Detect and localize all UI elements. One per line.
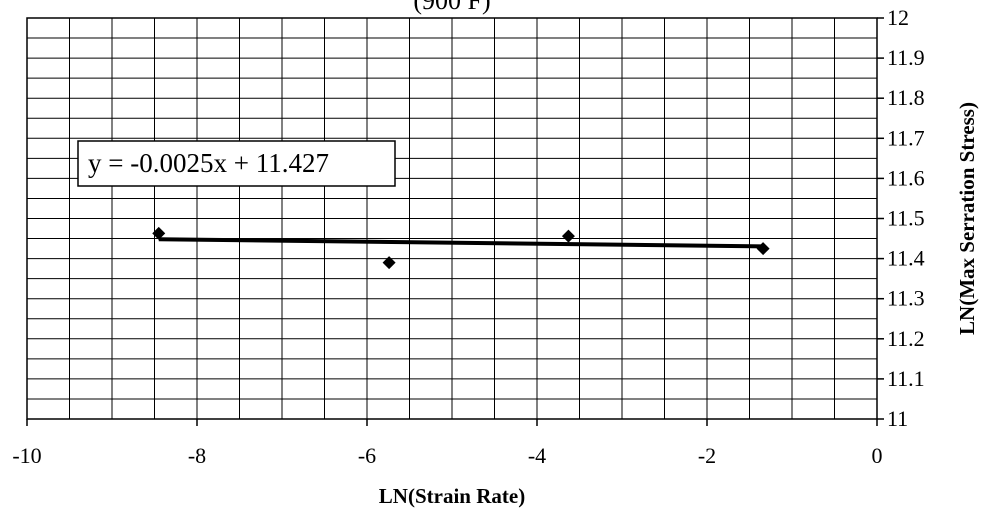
- data-point: [561, 229, 575, 243]
- data-points: [152, 226, 770, 270]
- y-tick-label: 11.7: [887, 125, 925, 150]
- trendline-group: [158, 237, 764, 249]
- x-tick-label: -10: [12, 443, 41, 468]
- y-axis-title: LN(Max Serration Stress): [955, 102, 979, 335]
- trendline-equation: y = -0.0025x + 11.427: [88, 148, 329, 178]
- y-tick-label: 11.8: [887, 85, 925, 110]
- y-tick-label: 11.1: [887, 366, 925, 391]
- y-tick-label: 11.4: [887, 246, 925, 271]
- y-tick-label: 11.9: [887, 45, 925, 70]
- y-tick-label: 11.2: [887, 326, 925, 351]
- data-point: [382, 256, 396, 270]
- chart-title: (900 F): [413, 0, 490, 15]
- x-tick-label: -6: [358, 443, 376, 468]
- x-tick-label: -8: [188, 443, 206, 468]
- plot-grid: [27, 18, 877, 419]
- x-tick-label: -2: [698, 443, 716, 468]
- data-point: [756, 242, 770, 256]
- equation-box: y = -0.0025x + 11.427: [77, 140, 396, 187]
- y-tick-label: 11.3: [887, 286, 925, 311]
- trendline: [158, 237, 764, 249]
- x-axis-title: LN(Strain Rate): [379, 484, 525, 508]
- y-tick-label: 12: [887, 5, 909, 30]
- x-axis-ticks: -10 -8 -6 -4 -2 0: [12, 419, 883, 468]
- data-point: [152, 226, 166, 240]
- y-tick-label: 11.5: [887, 206, 925, 231]
- equation-box-frame: [77, 140, 396, 187]
- y-tick-label: 11: [887, 406, 908, 431]
- y-tick-label: 11.6: [887, 165, 925, 190]
- y-axis-ticks: 11 11.1 11.2 11.3 11.4 11.5 11.6 11.7 11.8 11.9 12: [877, 5, 925, 431]
- x-tick-label: -4: [528, 443, 546, 468]
- x-tick-label: 0: [872, 443, 883, 468]
